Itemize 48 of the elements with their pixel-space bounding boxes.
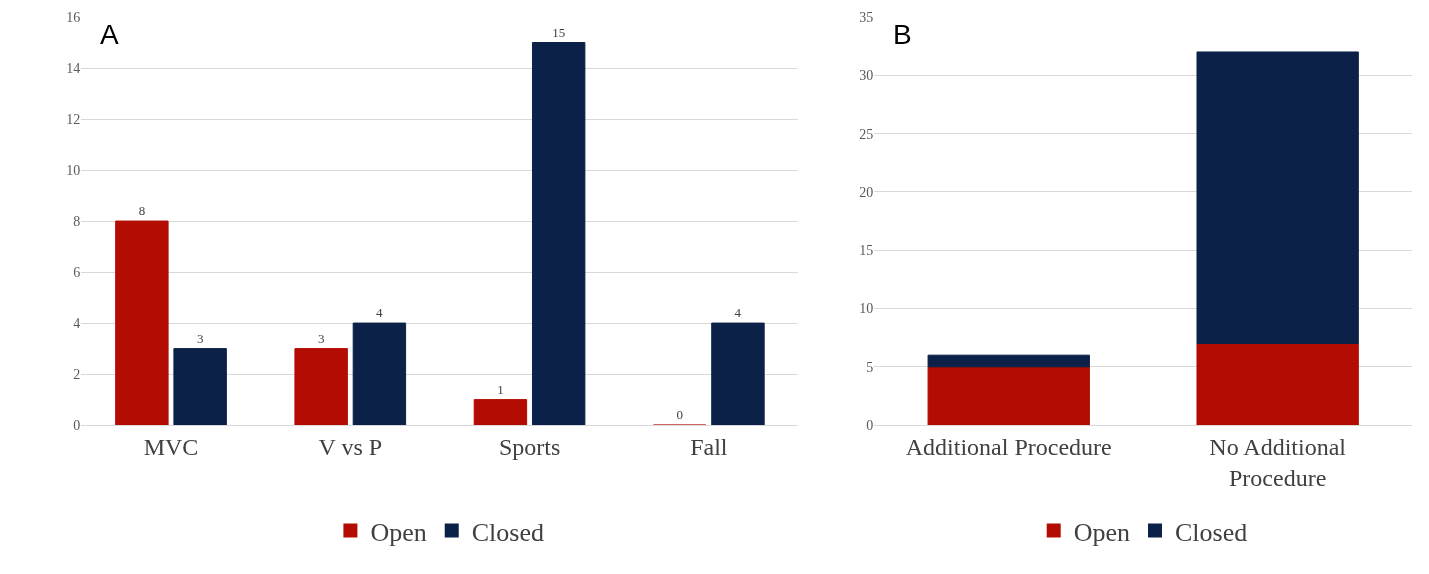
x-tick-label: V vs P bbox=[318, 433, 383, 460]
y-tick-label: 2 bbox=[73, 367, 81, 383]
legend-label: Closed bbox=[1175, 517, 1248, 547]
y-tick-label: 15 bbox=[859, 243, 874, 259]
x-tick-label: Additional Procedure bbox=[905, 433, 1112, 460]
y-tick-label: 8 bbox=[73, 213, 81, 229]
y-tick-label: 0 bbox=[73, 418, 81, 434]
data-label: 8 bbox=[138, 203, 146, 219]
y-tick-label: 14 bbox=[66, 60, 81, 76]
y-tick-label: 10 bbox=[66, 162, 81, 178]
y-tick-label: 10 bbox=[859, 301, 874, 317]
bar bbox=[1196, 343, 1359, 426]
bar bbox=[1196, 51, 1359, 344]
data-label: 15 bbox=[552, 24, 566, 40]
data-label: 3 bbox=[317, 330, 325, 346]
x-tick-label: MVC bbox=[143, 433, 199, 460]
y-tick-label: 4 bbox=[73, 315, 81, 331]
x-tick-label: No Additional Procedure bbox=[1209, 433, 1347, 492]
bar bbox=[473, 399, 528, 426]
x-tick-label: Sports bbox=[498, 433, 561, 460]
bar bbox=[115, 220, 169, 426]
bar bbox=[173, 348, 227, 426]
y-tick-label: 30 bbox=[859, 68, 874, 84]
y-tick-label: 5 bbox=[866, 359, 874, 375]
chart-title: A bbox=[100, 19, 119, 50]
legend-label: Closed bbox=[471, 517, 544, 547]
data-label: 4 bbox=[734, 305, 742, 321]
data-label: 4 bbox=[375, 305, 383, 321]
bar bbox=[531, 42, 586, 426]
bar bbox=[294, 348, 348, 426]
bar bbox=[352, 322, 407, 426]
y-tick-label: 16 bbox=[66, 9, 81, 25]
y-tick-label: 12 bbox=[66, 111, 81, 127]
bar bbox=[927, 366, 1090, 426]
data-label: 0 bbox=[676, 407, 683, 423]
data-label: 3 bbox=[196, 330, 204, 346]
bar bbox=[711, 322, 765, 426]
y-tick-label: 35 bbox=[859, 9, 874, 25]
y-tick-label: 25 bbox=[859, 126, 874, 142]
legend-label: Open bbox=[1073, 517, 1131, 547]
chart-title: B bbox=[893, 19, 912, 50]
y-tick-label: 6 bbox=[73, 264, 81, 280]
legend-label: Open bbox=[370, 517, 427, 547]
y-tick-label: 20 bbox=[859, 184, 874, 200]
x-tick-label: Fall bbox=[690, 433, 728, 460]
y-tick-label: 0 bbox=[866, 418, 874, 434]
data-label: 1 bbox=[497, 381, 504, 397]
bar bbox=[927, 354, 1090, 368]
